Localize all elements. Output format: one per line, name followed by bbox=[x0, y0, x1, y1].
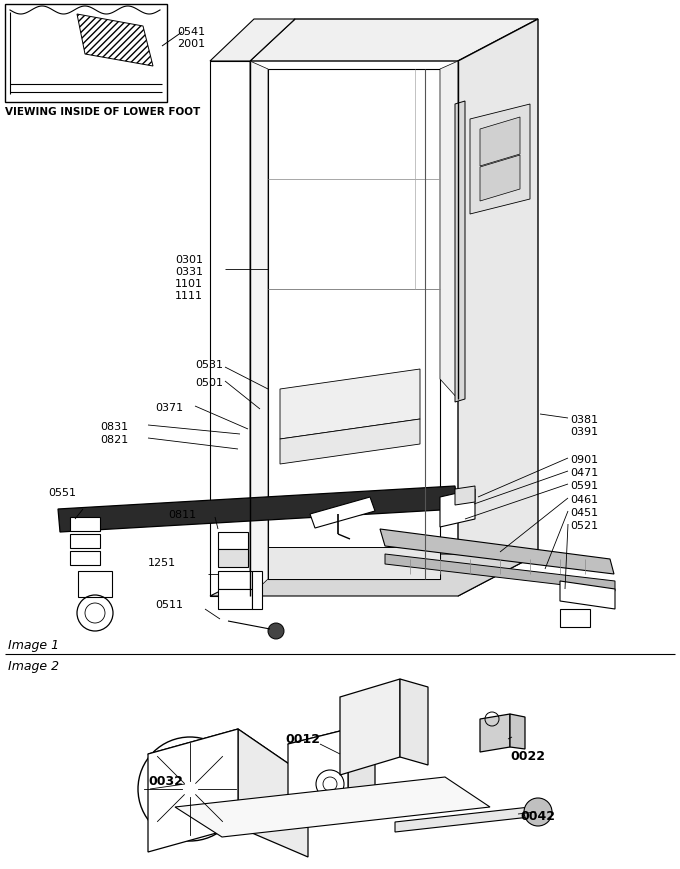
Text: 1251: 1251 bbox=[148, 557, 176, 567]
Polygon shape bbox=[280, 369, 420, 440]
Polygon shape bbox=[310, 497, 375, 528]
Text: 1111: 1111 bbox=[175, 290, 203, 301]
Polygon shape bbox=[218, 571, 252, 589]
Text: 0331: 0331 bbox=[175, 267, 203, 276]
Text: 0012: 0012 bbox=[285, 733, 320, 745]
Text: 0042: 0042 bbox=[520, 809, 555, 822]
Polygon shape bbox=[250, 20, 538, 62]
Polygon shape bbox=[455, 487, 475, 506]
Text: 0811: 0811 bbox=[168, 509, 196, 520]
Polygon shape bbox=[510, 714, 525, 749]
Polygon shape bbox=[78, 571, 112, 597]
Polygon shape bbox=[348, 729, 375, 819]
Polygon shape bbox=[480, 156, 520, 202]
Text: 0022: 0022 bbox=[510, 749, 545, 762]
Polygon shape bbox=[175, 777, 490, 837]
Bar bbox=[5, 5, 167, 103]
Polygon shape bbox=[480, 714, 510, 753]
Polygon shape bbox=[210, 20, 295, 62]
Polygon shape bbox=[210, 554, 538, 596]
Polygon shape bbox=[455, 102, 465, 402]
Text: 0901: 0901 bbox=[570, 454, 598, 464]
Text: 0471: 0471 bbox=[570, 468, 598, 477]
Polygon shape bbox=[385, 554, 615, 591]
Polygon shape bbox=[58, 487, 458, 533]
Polygon shape bbox=[380, 529, 614, 574]
Polygon shape bbox=[218, 549, 248, 567]
Circle shape bbox=[268, 623, 284, 640]
Text: 0541: 0541 bbox=[177, 27, 205, 37]
Polygon shape bbox=[268, 70, 440, 580]
Text: 0391: 0391 bbox=[570, 427, 598, 436]
Text: VIEWING INSIDE OF LOWER FOOT: VIEWING INSIDE OF LOWER FOOT bbox=[5, 107, 200, 116]
Text: 1101: 1101 bbox=[175, 279, 203, 289]
Polygon shape bbox=[280, 420, 420, 464]
Polygon shape bbox=[70, 534, 100, 548]
Polygon shape bbox=[252, 571, 262, 609]
Polygon shape bbox=[560, 581, 615, 609]
Text: Image 1: Image 1 bbox=[8, 638, 59, 651]
Text: 0451: 0451 bbox=[570, 507, 598, 517]
Text: 0032: 0032 bbox=[148, 774, 183, 787]
Text: 0461: 0461 bbox=[570, 494, 598, 504]
Text: 0551: 0551 bbox=[48, 488, 76, 497]
Text: 0821: 0821 bbox=[100, 434, 129, 444]
Polygon shape bbox=[70, 517, 100, 531]
Text: 0511: 0511 bbox=[155, 600, 183, 609]
Polygon shape bbox=[560, 609, 590, 627]
Text: 0371: 0371 bbox=[155, 402, 183, 413]
Text: 0531: 0531 bbox=[195, 360, 223, 369]
Circle shape bbox=[187, 786, 193, 792]
Polygon shape bbox=[250, 62, 268, 596]
Polygon shape bbox=[400, 680, 428, 765]
Text: 0501: 0501 bbox=[195, 377, 223, 388]
Polygon shape bbox=[288, 729, 348, 814]
Polygon shape bbox=[440, 62, 458, 400]
Text: 2001: 2001 bbox=[177, 39, 205, 49]
Polygon shape bbox=[288, 729, 375, 774]
Polygon shape bbox=[238, 729, 308, 857]
Polygon shape bbox=[210, 62, 250, 596]
Text: Image 2: Image 2 bbox=[8, 660, 59, 673]
Polygon shape bbox=[458, 20, 538, 596]
Circle shape bbox=[524, 798, 552, 826]
Text: 0591: 0591 bbox=[570, 481, 598, 490]
Polygon shape bbox=[395, 807, 530, 832]
Polygon shape bbox=[148, 729, 238, 852]
Polygon shape bbox=[77, 15, 153, 67]
Polygon shape bbox=[148, 729, 308, 802]
Text: 0301: 0301 bbox=[175, 255, 203, 265]
Polygon shape bbox=[340, 680, 400, 775]
Polygon shape bbox=[218, 533, 248, 549]
Text: 0521: 0521 bbox=[570, 521, 598, 530]
Polygon shape bbox=[268, 547, 440, 580]
Text: 0381: 0381 bbox=[570, 415, 598, 425]
Text: 0831: 0831 bbox=[100, 421, 128, 432]
Polygon shape bbox=[440, 489, 475, 527]
Polygon shape bbox=[470, 105, 530, 215]
Polygon shape bbox=[218, 589, 252, 609]
Polygon shape bbox=[70, 551, 100, 566]
Polygon shape bbox=[480, 118, 520, 167]
